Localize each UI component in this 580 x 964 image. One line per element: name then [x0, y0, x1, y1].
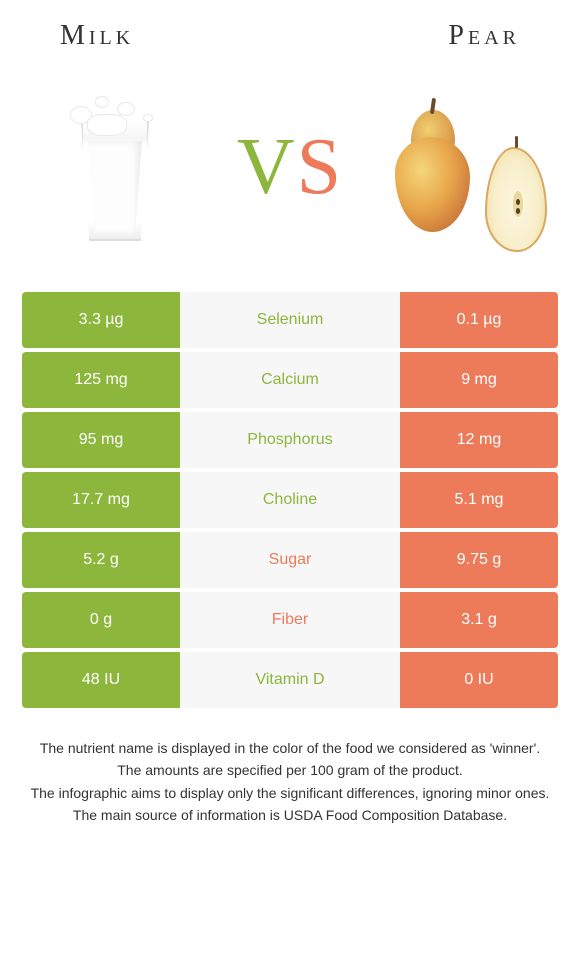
- footer-line: The infographic aims to display only the…: [30, 783, 550, 803]
- nutrient-label: Calcium: [180, 352, 400, 408]
- table-row: 5.2 gSugar9.75 g: [22, 532, 558, 588]
- right-value: 9.75 g: [400, 532, 558, 588]
- left-food-title: Milk: [60, 20, 134, 52]
- nutrient-label: Vitamin D: [180, 652, 400, 708]
- footer-line: The nutrient name is displayed in the co…: [30, 738, 550, 758]
- nutrient-label: Sugar: [180, 532, 400, 588]
- nutrient-label: Fiber: [180, 592, 400, 648]
- right-value: 9 mg: [400, 352, 558, 408]
- table-row: 125 mgCalcium9 mg: [22, 352, 558, 408]
- right-value: 5.1 mg: [400, 472, 558, 528]
- right-value: 3.1 g: [400, 592, 558, 648]
- table-row: 48 IUVitamin D0 IU: [22, 652, 558, 708]
- footer-notes: The nutrient name is displayed in the co…: [30, 738, 550, 825]
- milk-image: [30, 77, 200, 257]
- table-row: 0 gFiber3.1 g: [22, 592, 558, 648]
- footer-line: The main source of information is USDA F…: [30, 805, 550, 825]
- table-row: 95 mgPhosphorus12 mg: [22, 412, 558, 468]
- left-value: 0 g: [22, 592, 180, 648]
- table-row: 17.7 mgCholine5.1 mg: [22, 472, 558, 528]
- footer-line: The amounts are specified per 100 gram o…: [30, 760, 550, 780]
- right-value: 0.1 µg: [400, 292, 558, 348]
- left-value: 3.3 µg: [22, 292, 180, 348]
- header: Milk Pear: [0, 0, 580, 62]
- nutrient-label: Selenium: [180, 292, 400, 348]
- left-value: 17.7 mg: [22, 472, 180, 528]
- hero-section: VS: [0, 62, 580, 292]
- comparison-table: 3.3 µgSelenium0.1 µg125 mgCalcium9 mg95 …: [22, 292, 558, 708]
- left-value: 95 mg: [22, 412, 180, 468]
- vs-label: VS: [237, 122, 343, 213]
- pear-image: [380, 77, 550, 257]
- nutrient-label: Choline: [180, 472, 400, 528]
- left-value: 5.2 g: [22, 532, 180, 588]
- nutrient-label: Phosphorus: [180, 412, 400, 468]
- right-value: 0 IU: [400, 652, 558, 708]
- left-value: 48 IU: [22, 652, 180, 708]
- vs-v: V: [237, 123, 297, 211]
- table-row: 3.3 µgSelenium0.1 µg: [22, 292, 558, 348]
- right-value: 12 mg: [400, 412, 558, 468]
- vs-s: S: [297, 123, 344, 211]
- left-value: 125 mg: [22, 352, 180, 408]
- right-food-title: Pear: [448, 20, 520, 52]
